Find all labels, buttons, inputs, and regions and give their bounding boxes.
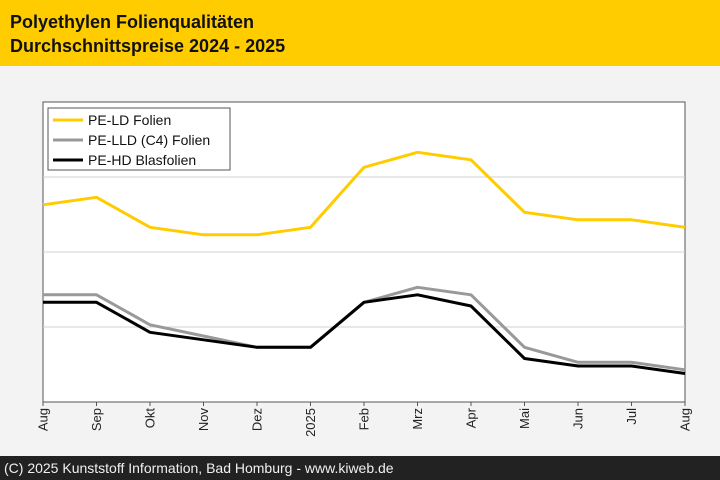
- legend-label: PE-LD Folien: [88, 112, 171, 128]
- x-tick-label: Okt: [143, 408, 158, 429]
- footer-bar: (C) 2025 Kunststoff Information, Bad Hom…: [0, 456, 720, 480]
- x-tick-label: 2025: [303, 408, 318, 437]
- x-tick-label: Aug: [678, 408, 693, 431]
- x-tick-label: Jul: [624, 408, 639, 425]
- x-tick-label: Mai: [517, 408, 532, 429]
- x-tick-label: Sep: [89, 408, 104, 431]
- x-tick-label: Jun: [571, 408, 586, 429]
- chart-title-line1: Polyethylen Folienqualitäten: [10, 12, 255, 32]
- chart-title-line2: Durchschnittspreise 2024 - 2025: [10, 36, 286, 56]
- series-line-pe-ld-folien: [42, 150, 686, 237]
- header-bar: Polyethylen Folienqualitäten Durchschnit…: [0, 0, 720, 66]
- x-tick-label: Mrz: [410, 408, 425, 430]
- x-tick-label: Apr: [464, 407, 479, 428]
- x-tick-label: Nov: [196, 408, 211, 432]
- legend-label: PE-HD Blasfolien: [88, 152, 196, 168]
- x-tick-label: Feb: [357, 408, 372, 430]
- copyright-text: (C) 2025 Kunststoff Information, Bad Hom…: [4, 460, 394, 476]
- x-tick-label: Aug: [36, 408, 51, 431]
- chart-legend: PE-LD Folien PE-LLD (C4) Folien PE-HD Blas…: [47, 107, 231, 171]
- x-tick-label: Dez: [250, 408, 265, 431]
- series-line-pe-hd-blasfolien: [43, 293, 686, 375]
- line-chart: Aug Sep Okt Nov Dez 2025 Feb Mrz Apr Mai Jun Jul Aug…: [36, 101, 693, 437]
- legend-label: PE-LLD (C4) Folien: [88, 132, 210, 148]
